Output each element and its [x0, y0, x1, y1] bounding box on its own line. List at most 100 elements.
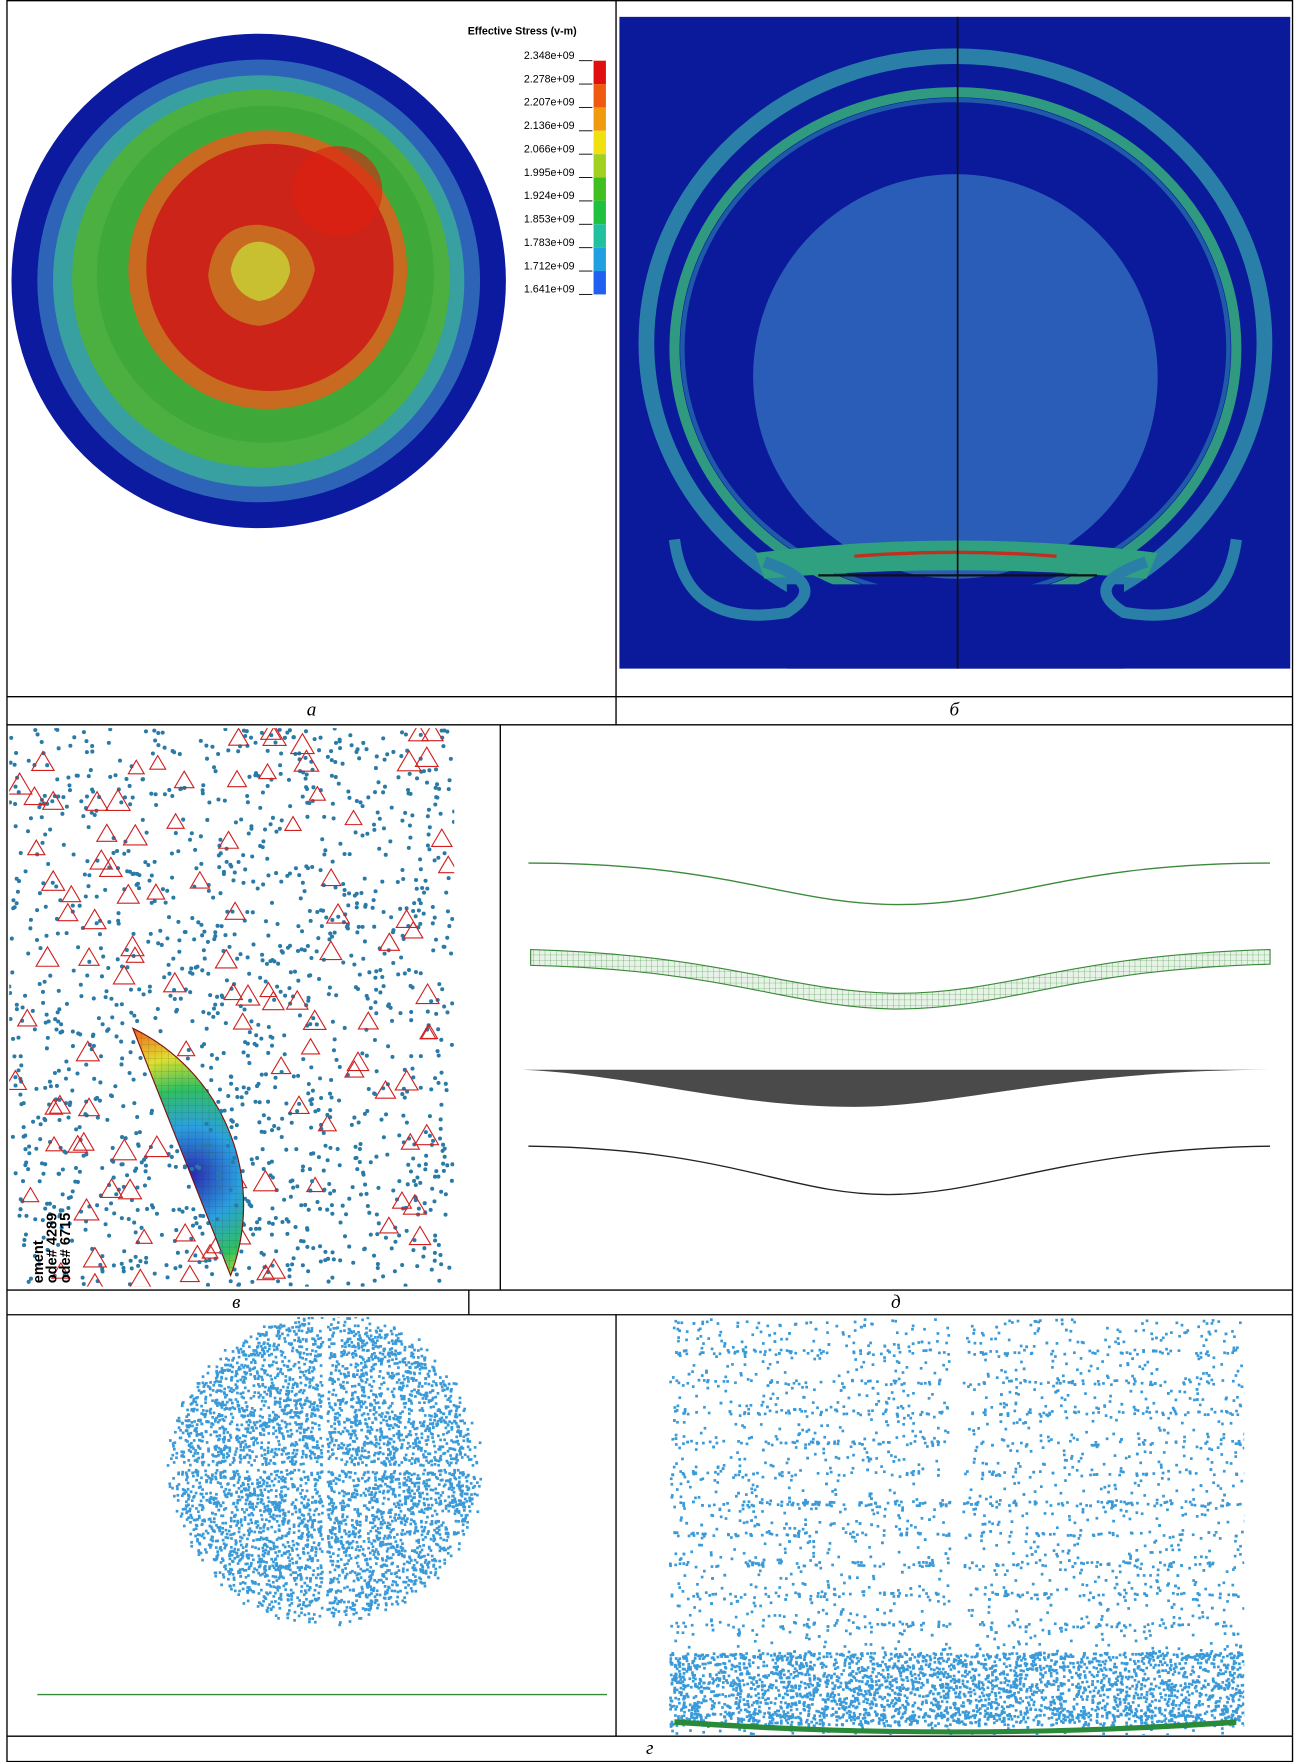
particle — [248, 1589, 251, 1592]
particle — [366, 1562, 369, 1565]
particle — [417, 1349, 420, 1352]
particle — [272, 1606, 275, 1609]
particle — [259, 1501, 262, 1504]
particle — [207, 1143, 211, 1147]
particle — [226, 1533, 229, 1536]
particle — [391, 1402, 394, 1405]
particle — [248, 1586, 251, 1589]
particle — [38, 982, 42, 986]
particle — [118, 759, 122, 763]
particle — [261, 1518, 264, 1521]
particle — [337, 1431, 340, 1434]
particle — [397, 1179, 401, 1183]
particle — [358, 1420, 361, 1423]
particle — [251, 1354, 254, 1357]
particle — [397, 1591, 400, 1594]
particle — [464, 1453, 467, 1456]
particle — [205, 757, 209, 761]
particle — [295, 1326, 298, 1329]
particle — [284, 1101, 288, 1105]
particle — [209, 1066, 213, 1070]
particle — [437, 982, 441, 986]
particle — [310, 1431, 313, 1434]
particle — [437, 1420, 440, 1423]
particle — [410, 1518, 413, 1521]
particle — [390, 806, 394, 810]
particle — [408, 1472, 411, 1475]
particle — [61, 1192, 65, 1196]
particle — [417, 1207, 421, 1211]
particle — [427, 808, 431, 812]
particle — [278, 1392, 281, 1395]
particle — [186, 1476, 189, 1479]
particle — [338, 1525, 341, 1528]
particle — [104, 995, 108, 999]
particle — [343, 1026, 347, 1030]
particle — [174, 831, 178, 835]
particle — [413, 1388, 416, 1391]
particle — [196, 920, 200, 924]
particle — [313, 737, 317, 741]
particle — [171, 749, 175, 753]
particle — [454, 1501, 457, 1504]
particle — [377, 1336, 380, 1339]
particle — [336, 1147, 340, 1151]
particle — [162, 975, 166, 979]
particle — [393, 1441, 396, 1444]
particle — [317, 1567, 320, 1570]
particle — [236, 1362, 239, 1365]
particle — [268, 1462, 271, 1465]
legend-value: 1.995e+09 — [524, 167, 575, 179]
particle — [198, 1214, 202, 1218]
particle — [143, 1184, 147, 1188]
particle — [262, 1555, 265, 1558]
particle — [437, 1279, 441, 1283]
particle — [351, 1385, 354, 1388]
particle — [196, 1452, 199, 1455]
particle — [60, 1030, 64, 1034]
particle — [183, 1461, 186, 1464]
particle — [248, 1030, 252, 1034]
particle — [440, 1470, 443, 1473]
particle — [432, 1380, 435, 1383]
particle — [278, 827, 282, 831]
particle — [319, 1502, 322, 1505]
particle — [447, 1450, 450, 1453]
particle — [361, 1171, 365, 1175]
particle — [305, 815, 309, 819]
particle — [274, 1413, 277, 1416]
particle — [427, 768, 431, 772]
particle — [303, 1374, 306, 1377]
particle — [233, 870, 237, 874]
particle — [405, 1454, 408, 1457]
particle — [384, 1337, 387, 1340]
particle — [385, 1564, 388, 1567]
particle — [191, 1499, 194, 1502]
particle — [16, 1036, 20, 1040]
particle — [85, 750, 89, 754]
particle — [76, 945, 80, 949]
particle — [391, 1390, 394, 1393]
particle — [376, 1339, 379, 1342]
particle — [358, 973, 362, 977]
particle — [180, 967, 184, 971]
particle — [395, 1505, 398, 1508]
particle — [328, 1391, 331, 1394]
particle — [198, 1504, 201, 1507]
particle — [193, 1528, 196, 1531]
particle — [243, 1342, 246, 1345]
particle — [286, 1613, 289, 1616]
particle — [295, 1460, 298, 1463]
particle — [259, 1415, 262, 1418]
particle — [292, 1501, 295, 1504]
particle — [259, 1394, 262, 1397]
particle — [365, 1381, 368, 1384]
particle — [406, 1569, 409, 1572]
particle — [314, 1343, 317, 1346]
particle — [182, 1455, 185, 1458]
particle — [205, 818, 209, 822]
particle — [306, 866, 310, 870]
particle — [359, 1524, 362, 1527]
particle — [99, 1054, 103, 1058]
particle — [411, 909, 415, 913]
